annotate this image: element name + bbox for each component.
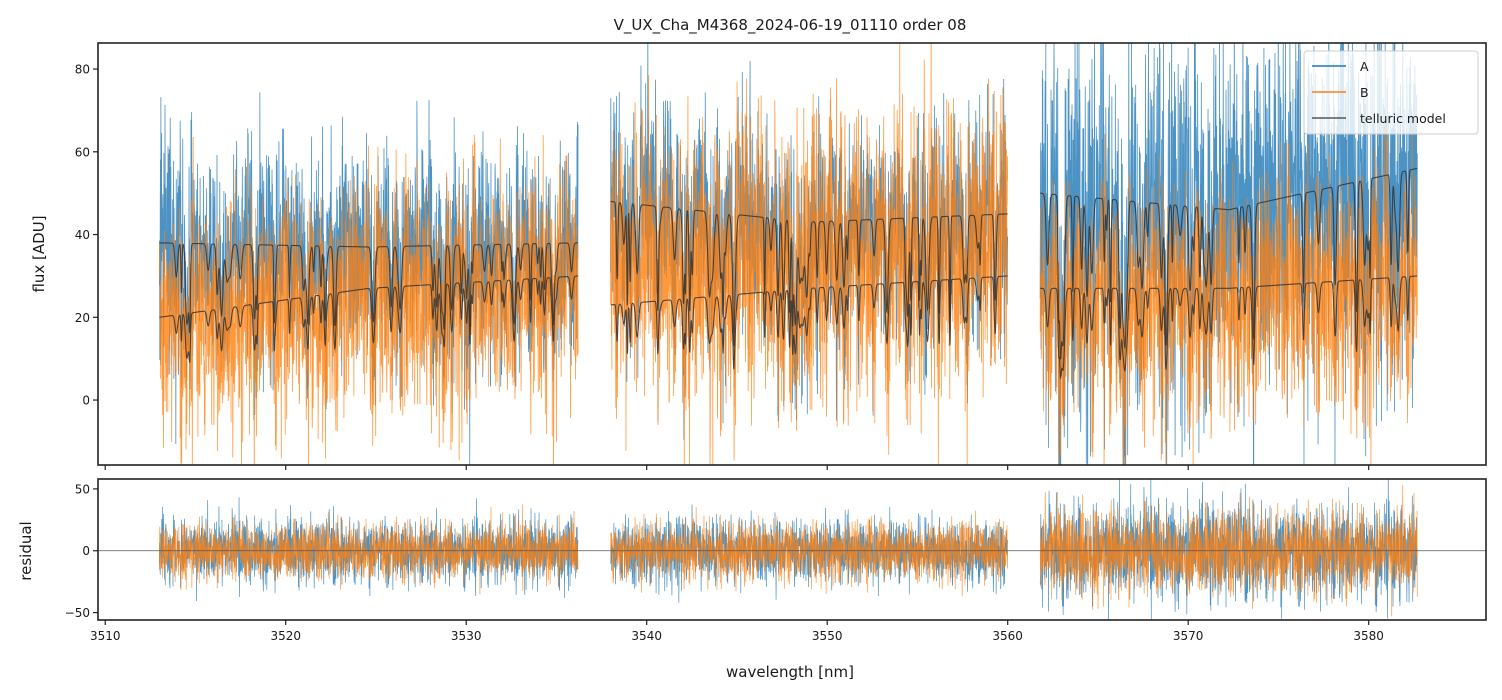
chart-title: V_UX_Cha_M4368_2024-06-19_01110 order 08 — [614, 16, 967, 35]
flux-y-tick-label: 20 — [75, 311, 90, 325]
y-axis-label-flux: flux [ADU] — [30, 215, 48, 292]
telluric-model-a-line — [1040, 167, 1418, 360]
flux-y-tick-label: 80 — [75, 63, 90, 77]
flux-y-ticks: 0 20 40 60 80 — [75, 63, 98, 408]
residual-plot-area — [98, 479, 1486, 620]
series-b-line — [158, 134, 579, 465]
x-axis-label: wavelength [nm] — [726, 663, 854, 681]
flux-y-tick-label: 60 — [75, 145, 90, 159]
residual-x-ticks: 3510 3520 3530 3540 3550 3560 3570 3580 — [90, 620, 1384, 643]
residual-b-line — [610, 507, 1008, 596]
telluric-model-b-line — [1040, 275, 1418, 380]
x-tick-label: 3560 — [992, 629, 1023, 643]
legend-entry-b: B — [1312, 85, 1369, 100]
legend-box — [1303, 50, 1479, 135]
flux-x-ticks — [104, 465, 1370, 470]
residual-b-line — [159, 504, 579, 595]
residual-y-tick-label: −50 — [65, 606, 90, 620]
series-b-line — [610, 43, 1009, 465]
legend-entry-telluric-model: telluric model — [1312, 111, 1446, 126]
flux-y-tick-label: 0 — [82, 394, 90, 408]
x-tick-label: 3530 — [451, 629, 482, 643]
flux-plot-area — [158, 43, 1418, 465]
legend-label-a: A — [1360, 59, 1369, 74]
residual-panel: 3510 3520 3530 3540 3550 3560 3570 3580 −50050 … — [17, 478, 1487, 681]
telluric-model-a-line — [159, 242, 579, 333]
legend-label-b: B — [1360, 85, 1369, 100]
y-axis-label-residual: residual — [17, 521, 35, 580]
legend: A B telluric model — [1303, 50, 1479, 135]
x-tick-label: 3550 — [812, 629, 843, 643]
x-tick-label: 3510 — [90, 629, 121, 643]
legend-label-telluric-model: telluric model — [1360, 111, 1446, 126]
telluric-model-b-line — [610, 275, 1008, 370]
residual-y-tick-label: 0 — [82, 544, 90, 558]
flux-axes-frame — [97, 42, 1487, 466]
flux-panel: 0 20 40 60 80 flux [ADU] A B telluric model — [30, 42, 1487, 470]
telluric-model-b-line — [159, 275, 579, 363]
x-tick-label: 3570 — [1173, 629, 1204, 643]
telluric-model-a-line — [610, 200, 1008, 346]
x-tick-label: 3580 — [1353, 629, 1384, 643]
flux-y-tick-label: 40 — [75, 228, 90, 242]
residual-y-ticks: −50 0 50 — [65, 482, 98, 620]
residual-axes-frame — [97, 478, 1487, 621]
residual-y-tick-label: 50 — [75, 482, 90, 496]
residual-b-line — [1039, 484, 1418, 617]
series-b-line — [1039, 118, 1418, 465]
x-tick-label: 3520 — [270, 629, 301, 643]
x-tick-label: 3540 — [631, 629, 662, 643]
legend-entry-a: A — [1312, 59, 1369, 74]
